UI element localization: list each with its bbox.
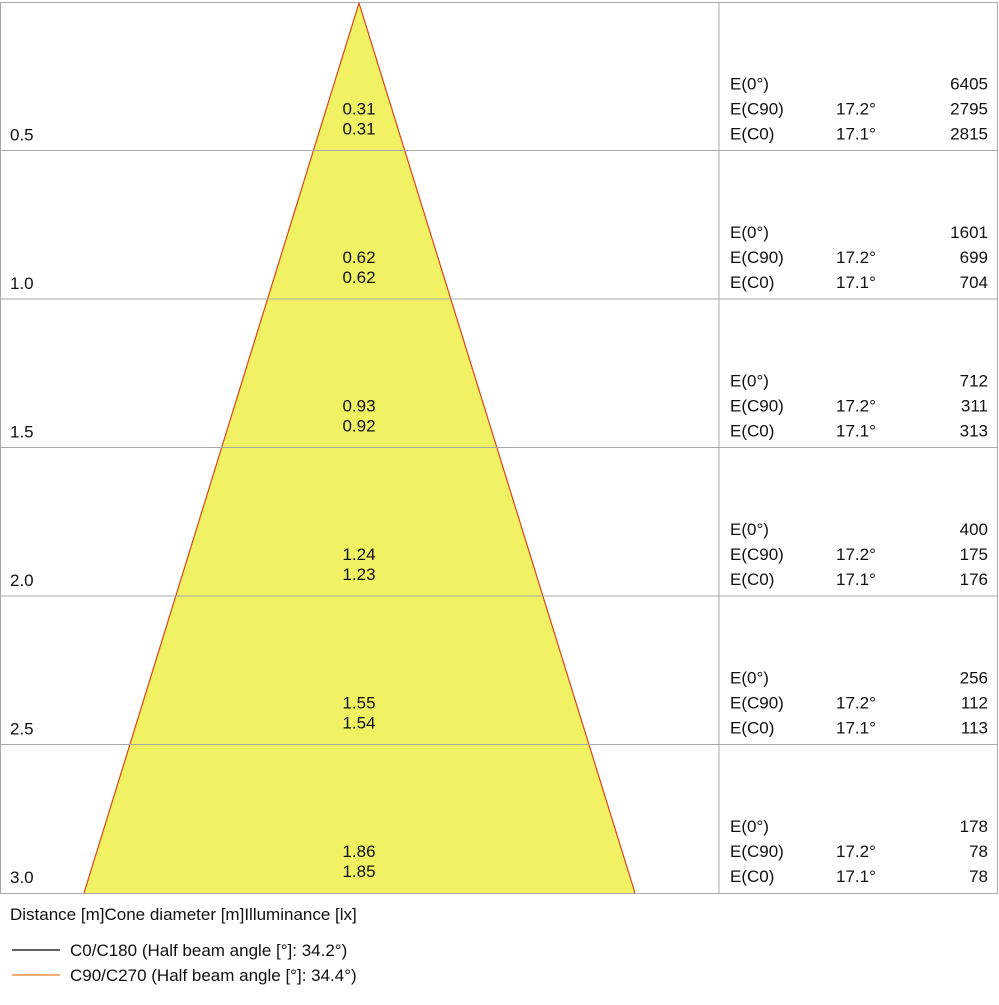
legend-label: C0/C180 (Half beam angle [°]: 34.2°) bbox=[70, 941, 347, 960]
distance: 1.0 bbox=[10, 274, 34, 293]
illuminance-value: 704 bbox=[960, 273, 988, 292]
distance: 2.5 bbox=[10, 720, 34, 739]
cone-diameter: 1.23 bbox=[342, 565, 375, 584]
illuminance-label: E(0°) bbox=[730, 520, 769, 539]
illuminance-value: 699 bbox=[960, 248, 988, 267]
illuminance-value: 113 bbox=[961, 719, 988, 738]
illuminance-label: E(0°) bbox=[730, 817, 769, 836]
illuminance-label: E(C90) bbox=[730, 694, 784, 713]
half-angle: 17.1° bbox=[836, 422, 876, 441]
illuminance-label: E(C90) bbox=[730, 842, 784, 861]
cone-diameter: 1.54 bbox=[342, 714, 375, 733]
half-angle: 17.2° bbox=[836, 248, 876, 267]
half-angle: 17.2° bbox=[836, 100, 876, 119]
illuminance-value: 78 bbox=[969, 867, 988, 886]
illuminance-label: E(C0) bbox=[730, 273, 774, 292]
legend-label: C90/C270 (Half beam angle [°]: 34.4°) bbox=[70, 966, 357, 985]
illuminance-value: 712 bbox=[960, 372, 988, 391]
illuminance-value: 1601 bbox=[950, 223, 988, 242]
half-angle: 17.2° bbox=[836, 545, 876, 564]
illuminance-label: E(0°) bbox=[730, 75, 769, 94]
illuminance-label: E(C0) bbox=[730, 422, 774, 441]
cone-diameter: 0.62 bbox=[342, 268, 375, 287]
illuminance-value: 175 bbox=[960, 545, 988, 564]
half-angle: 17.1° bbox=[836, 570, 876, 589]
illuminance-label: E(C90) bbox=[730, 100, 784, 119]
illuminance-value: 78 bbox=[969, 842, 988, 861]
illuminance-label: E(C90) bbox=[730, 248, 784, 267]
half-angle: 17.1° bbox=[836, 719, 876, 738]
illuminance-label: E(C0) bbox=[730, 125, 774, 144]
illuminance-value: 256 bbox=[960, 669, 988, 688]
illuminance-value: 313 bbox=[960, 422, 988, 441]
illuminance-label: E(C0) bbox=[730, 570, 774, 589]
half-angle: 17.2° bbox=[836, 694, 876, 713]
cone-diameter: 1.85 bbox=[342, 862, 375, 881]
cone-diameter: 0.31 bbox=[342, 120, 375, 139]
column-header: Distance [m] bbox=[10, 905, 104, 924]
illuminance-value: 112 bbox=[961, 694, 988, 713]
half-angle: 17.2° bbox=[836, 397, 876, 416]
half-angle: 17.2° bbox=[836, 842, 876, 861]
cone-diameter: 0.31 bbox=[342, 100, 375, 119]
distance: 3.0 bbox=[10, 868, 34, 887]
half-angle: 17.1° bbox=[836, 273, 876, 292]
illuminance-label: E(C90) bbox=[730, 397, 784, 416]
cone-diameter: 1.24 bbox=[342, 545, 375, 564]
illuminance-label: E(C0) bbox=[730, 719, 774, 738]
cone-diameter: 0.93 bbox=[342, 397, 375, 416]
illuminance-value: 176 bbox=[960, 570, 988, 589]
illuminance-value: 6405 bbox=[950, 75, 988, 94]
illuminance-value: 178 bbox=[960, 817, 988, 836]
column-header: Illuminance [lx] bbox=[244, 905, 356, 924]
illuminance-label: E(0°) bbox=[730, 669, 769, 688]
illuminance-value: 2795 bbox=[950, 100, 988, 119]
half-angle: 17.1° bbox=[836, 125, 876, 144]
column-header: Cone diameter [m] bbox=[104, 905, 244, 924]
cone-diameter: 1.55 bbox=[342, 694, 375, 713]
illuminance-label: E(C0) bbox=[730, 867, 774, 886]
illuminance-value: 400 bbox=[960, 520, 988, 539]
distance: 0.5 bbox=[10, 126, 34, 145]
cone-diameter: 1.86 bbox=[342, 842, 375, 861]
distance: 2.0 bbox=[10, 571, 34, 590]
illuminance-value: 311 bbox=[961, 397, 988, 416]
illuminance-label: E(C90) bbox=[730, 545, 784, 564]
half-angle: 17.1° bbox=[836, 867, 876, 886]
cone-diameter: 0.92 bbox=[342, 417, 375, 436]
distance: 1.5 bbox=[10, 423, 34, 442]
illuminance-value: 2815 bbox=[950, 125, 988, 144]
illuminance-label: E(0°) bbox=[730, 223, 769, 242]
cone-diameter: 0.62 bbox=[342, 248, 375, 267]
illuminance-label: E(0°) bbox=[730, 372, 769, 391]
